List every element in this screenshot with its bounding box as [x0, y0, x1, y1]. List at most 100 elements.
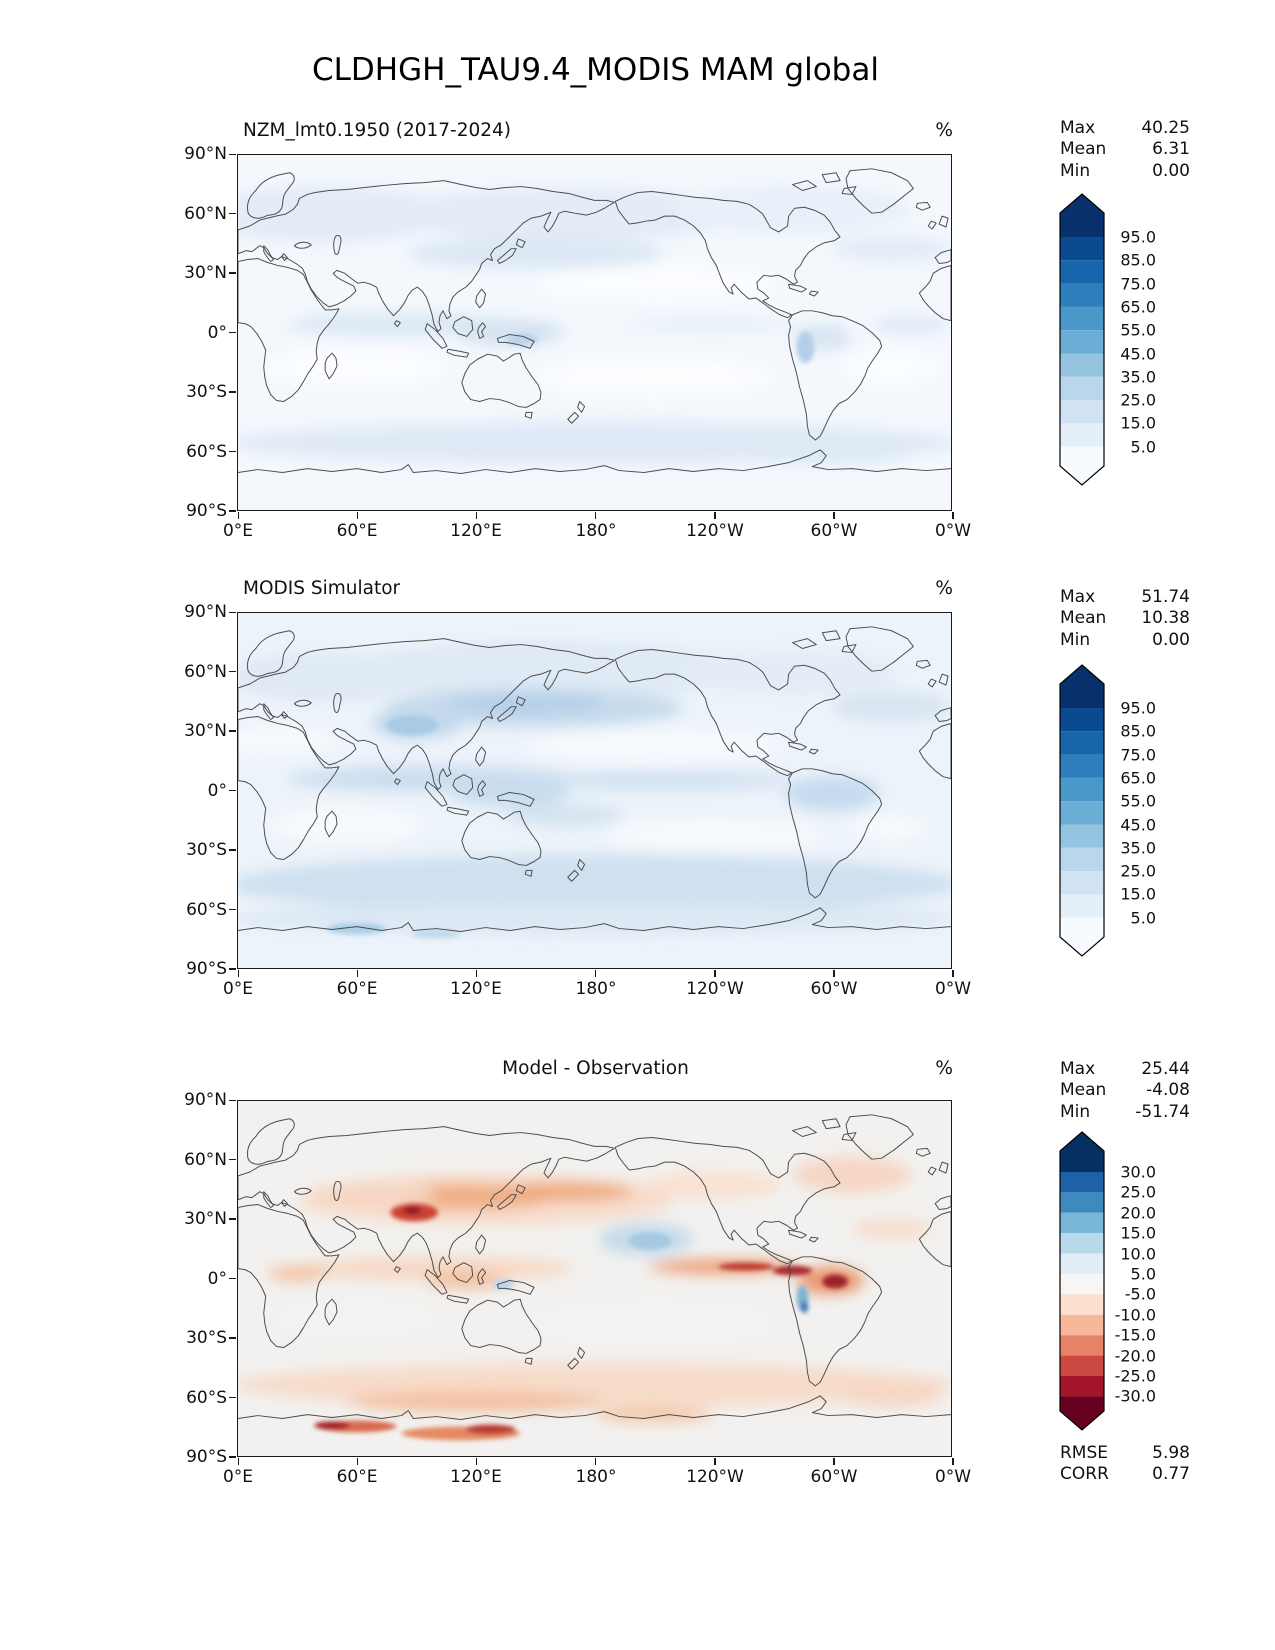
- colorbar-tick: 35.0: [1120, 367, 1156, 387]
- stat-label: Mean: [1060, 1080, 1107, 1101]
- colorbar-tick: 25.0: [1120, 861, 1156, 881]
- colorbar-tick: -25.0: [1114, 1366, 1156, 1386]
- colorbar-tick: 15.0: [1120, 1223, 1156, 1243]
- tick-mark: [229, 510, 236, 512]
- tick-mark: [237, 512, 240, 519]
- panel2-xtick-label: 60°W: [810, 979, 858, 999]
- panel2-xtick-label: 0°W: [934, 979, 972, 999]
- metric-value: 0.77: [1152, 1464, 1190, 1485]
- panel2-xtick-label: 0°E: [222, 979, 254, 999]
- colorbar-tick: -20.0: [1114, 1346, 1156, 1366]
- tick-mark: [356, 1458, 359, 1465]
- panel3-xtick-label: 60°E: [336, 1467, 378, 1487]
- stat-value: 6.31: [1152, 139, 1190, 160]
- tick-mark: [475, 512, 478, 519]
- colorbar-tick: 85.0: [1120, 721, 1156, 741]
- panel3-ytick-label: 60°N: [184, 1149, 227, 1170]
- stat-label: Max: [1060, 587, 1096, 607]
- colorbar-tick: -5.0: [1124, 1284, 1156, 1304]
- tick-mark: [229, 450, 236, 453]
- tick-mark: [714, 970, 716, 977]
- tick-mark: [229, 1277, 236, 1280]
- colorbar-tick: 5.0: [1130, 437, 1156, 457]
- panel2-map: [238, 613, 951, 968]
- panel1-ytick-label: 60°S: [186, 441, 227, 462]
- tick-mark: [229, 1218, 236, 1220]
- tick-mark: [833, 512, 835, 519]
- tick-mark: [229, 1158, 236, 1161]
- panel3-subtitle: Model - Observation: [502, 1058, 689, 1079]
- panel1-ytick-label: 30°S: [186, 382, 227, 402]
- colorbar-tick: 85.0: [1120, 250, 1156, 270]
- stat-value: 0.00: [1152, 160, 1190, 181]
- panel2-ytick-label: 60°N: [184, 661, 227, 682]
- panel2-ytick-label: 0°: [207, 780, 227, 801]
- colorbar-tick: 75.0: [1120, 745, 1156, 765]
- panel2-colorbar: [1059, 664, 1105, 957]
- tick-mark: [952, 1458, 954, 1465]
- colorbar-tick: -15.0: [1114, 1325, 1156, 1345]
- panel3-xtick-label: 120°W: [686, 1467, 744, 1487]
- panel1-xtick-label: 180°: [575, 521, 617, 541]
- panel2-xtick-label: 120°W: [686, 979, 744, 999]
- colorbar-tick: -10.0: [1114, 1305, 1156, 1325]
- colorbar-tick: 55.0: [1120, 791, 1156, 811]
- panel1-axes: [237, 154, 952, 511]
- tick-mark: [229, 789, 236, 792]
- tick-mark: [229, 1337, 236, 1339]
- panel1-unit-label: %: [935, 120, 953, 141]
- metric-value: 5.98: [1152, 1443, 1190, 1463]
- tick-mark: [714, 512, 716, 519]
- tick-mark: [594, 970, 597, 977]
- colorbar-tick: 20.0: [1120, 1203, 1156, 1223]
- panel1-ytick-label: 90°S: [186, 501, 227, 521]
- stat-value: 10.38: [1141, 608, 1190, 629]
- panel2-xtick-label: 120°E: [450, 979, 502, 999]
- tick-mark: [229, 272, 236, 274]
- metric-label: CORR: [1060, 1464, 1109, 1485]
- tick-mark: [229, 968, 236, 970]
- colorbar-tick: 5.0: [1130, 1264, 1156, 1284]
- stat-value: -4.08: [1146, 1080, 1190, 1101]
- stat-label: Min: [1060, 1101, 1091, 1122]
- figure-title: CLDHGH_TAU9.4_MODIS MAM global: [312, 52, 879, 88]
- colorbar-tick: 65.0: [1120, 768, 1156, 788]
- colorbar-tick: 75.0: [1120, 274, 1156, 294]
- tick-mark: [833, 970, 835, 977]
- panel2-unit-label: %: [935, 578, 953, 599]
- panel1-xtick-label: 60°W: [810, 521, 858, 541]
- colorbar-tick: 25.0: [1120, 390, 1156, 410]
- tick-mark: [229, 730, 236, 732]
- tick-mark: [229, 1456, 236, 1458]
- colorbar-tick: 5.0: [1130, 908, 1156, 928]
- stat-value: 40.25: [1141, 118, 1190, 138]
- tick-mark: [237, 970, 240, 977]
- tick-mark: [356, 970, 359, 977]
- tick-mark: [237, 1458, 240, 1465]
- stat-value: 0.00: [1152, 629, 1190, 650]
- panel3-axes: [237, 1100, 952, 1457]
- colorbar-tick: 95.0: [1120, 698, 1156, 718]
- colorbar-tick: 65.0: [1120, 297, 1156, 317]
- colorbar-tick: 30.0: [1120, 1162, 1156, 1182]
- panel3-ytick-label: 0°: [207, 1268, 227, 1289]
- tick-mark: [714, 1458, 716, 1465]
- panel3-xtick-label: 120°E: [450, 1467, 502, 1487]
- panel1-xtick-label: 60°E: [336, 521, 378, 541]
- tick-mark: [229, 153, 236, 156]
- panel2-xtick-label: 180°: [575, 979, 617, 999]
- panel1-subtitle: NZM_lmt0.1950 (2017-2024): [243, 120, 512, 141]
- panel3-xtick-label: 60°W: [810, 1467, 858, 1487]
- stat-value: 51.74: [1141, 587, 1190, 607]
- panel1-map: [238, 155, 951, 510]
- colorbar-tick: 15.0: [1120, 884, 1156, 904]
- stat-label: Min: [1060, 629, 1091, 650]
- panel2-ytick-label: 30°N: [184, 721, 227, 741]
- metric-label: RMSE: [1060, 1443, 1109, 1463]
- tick-mark: [952, 512, 954, 519]
- colorbar-tick: 55.0: [1120, 320, 1156, 340]
- panel1-xtick-label: 120°W: [686, 521, 744, 541]
- panel2-ytick-label: 30°S: [186, 840, 227, 860]
- tick-mark: [229, 670, 236, 673]
- colorbar-tick: 95.0: [1120, 227, 1156, 247]
